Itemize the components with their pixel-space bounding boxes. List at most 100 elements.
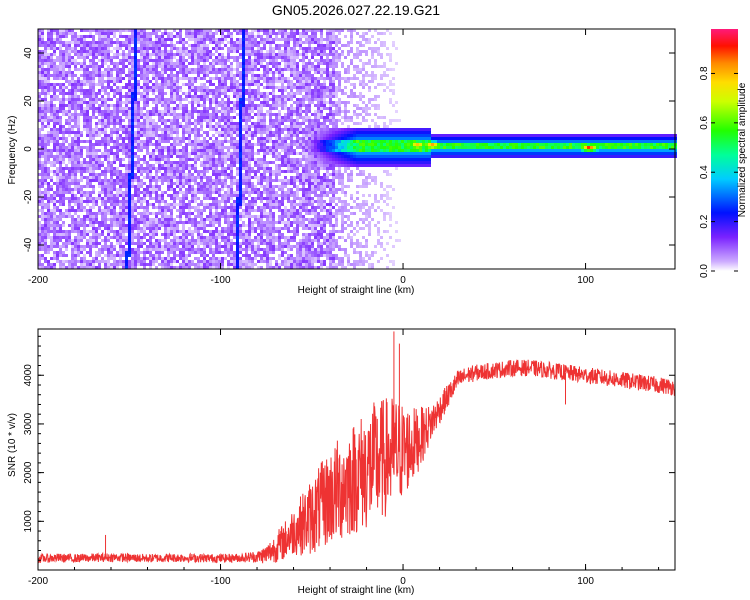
spectrogram-cell bbox=[155, 266, 158, 269]
spectrogram-cell bbox=[176, 221, 179, 224]
spectrogram-cell bbox=[161, 233, 164, 236]
spectrogram-cell bbox=[239, 170, 242, 173]
spectrogram-cell bbox=[47, 53, 50, 56]
spectrogram-cell bbox=[134, 68, 137, 71]
spectrogram-cell bbox=[134, 203, 137, 206]
spectrogram-cell bbox=[242, 59, 245, 62]
spectrogram-cell bbox=[257, 149, 260, 152]
spectrogram-cell bbox=[89, 104, 92, 107]
spectrogram-cell bbox=[257, 47, 260, 50]
spectrogram-cell bbox=[80, 173, 83, 176]
spectrogram-cell bbox=[122, 212, 125, 215]
spectrogram-cell bbox=[164, 263, 167, 266]
spectrogram-cell bbox=[146, 104, 149, 107]
spectrogram-cell bbox=[248, 182, 251, 185]
spectrogram-cell bbox=[245, 188, 248, 191]
spectrogram-cell bbox=[131, 164, 134, 167]
spectrogram-cell bbox=[104, 101, 107, 104]
spectrogram-cell bbox=[44, 239, 47, 242]
spectrogram-cell bbox=[221, 206, 224, 209]
spectrogram-cell bbox=[236, 71, 239, 74]
spectrogram-cell bbox=[44, 59, 47, 62]
spectrogram-cell bbox=[197, 230, 200, 233]
spectrogram-cell bbox=[206, 152, 209, 155]
spectrogram-cell bbox=[80, 248, 83, 251]
spectrogram-cell bbox=[137, 224, 140, 227]
spectrogram-cell bbox=[44, 248, 47, 251]
spectrogram-cell bbox=[200, 59, 203, 62]
spectrogram-cell bbox=[86, 140, 89, 143]
spectrogram-cell bbox=[233, 122, 236, 125]
spectrogram-cell bbox=[251, 134, 254, 137]
spectrogram-cell bbox=[59, 254, 62, 257]
spectrogram-cell bbox=[179, 197, 182, 200]
spectrogram-cell bbox=[65, 71, 68, 74]
spectrogram-cell bbox=[131, 98, 134, 101]
spectrogram-cell bbox=[194, 230, 197, 233]
spectrogram-cell bbox=[140, 38, 143, 41]
spectrogram-cell bbox=[59, 191, 62, 194]
spectrogram-cell bbox=[215, 218, 218, 221]
spectrogram-cell bbox=[212, 173, 215, 176]
spectrogram-cell bbox=[224, 257, 227, 260]
spectrogram-cell bbox=[200, 260, 203, 263]
spectrogram-cell bbox=[62, 149, 65, 152]
spectrogram-cell bbox=[152, 263, 155, 266]
spectrogram-cell bbox=[263, 68, 266, 71]
spectrogram-cell bbox=[44, 218, 47, 221]
spectrogram-cell bbox=[140, 191, 143, 194]
spectrogram-cell bbox=[77, 50, 80, 53]
spectrogram-cell bbox=[62, 125, 65, 128]
spectrogram-cell bbox=[101, 113, 104, 116]
spectrogram-cell bbox=[263, 74, 266, 77]
spectrogram-cell bbox=[92, 245, 95, 248]
spectrogram-cell bbox=[218, 86, 221, 89]
spectrogram-cell bbox=[224, 128, 227, 131]
spectrogram-cell bbox=[71, 119, 74, 122]
spectrogram-cell bbox=[263, 164, 266, 167]
spectrogram-cell bbox=[218, 104, 221, 107]
spectrogram-cell bbox=[155, 251, 158, 254]
spectrogram-cell bbox=[215, 161, 218, 164]
spectrogram-cell bbox=[98, 122, 101, 125]
spectrogram-cell bbox=[50, 53, 53, 56]
spectrogram-cell bbox=[44, 80, 47, 83]
spectrogram-cell bbox=[41, 56, 44, 59]
spectrogram-cell bbox=[263, 155, 266, 158]
spectrogram-cell bbox=[203, 143, 206, 146]
spectrogram-cell bbox=[176, 71, 179, 74]
spectrogram-cell bbox=[146, 137, 149, 140]
spectrogram-cell bbox=[68, 233, 71, 236]
spectrogram-cell bbox=[47, 167, 50, 170]
spectrogram-cell bbox=[68, 62, 71, 65]
spectrogram-cell bbox=[158, 56, 161, 59]
spectrogram-cell bbox=[179, 164, 182, 167]
spectrogram-cell bbox=[221, 131, 224, 134]
spectrogram-cell bbox=[140, 32, 143, 35]
spectrogram-cell bbox=[83, 194, 86, 197]
spectrogram-cell bbox=[233, 251, 236, 254]
spectrogram-cell bbox=[62, 92, 65, 95]
spectrogram-cell bbox=[248, 143, 251, 146]
spectrogram-cell bbox=[221, 134, 224, 137]
spectrogram-cell bbox=[104, 218, 107, 221]
spectrogram-cell bbox=[257, 164, 260, 167]
spectrogram-cell bbox=[152, 212, 155, 215]
spectrogram-cell bbox=[68, 116, 71, 119]
spectrogram-cell bbox=[128, 83, 131, 86]
spectrogram-cell bbox=[239, 125, 242, 128]
spectrogram-cell bbox=[44, 212, 47, 215]
spectrogram-cell bbox=[257, 224, 260, 227]
spectrogram-cell bbox=[152, 248, 155, 251]
spectrogram-cell bbox=[59, 35, 62, 38]
spectrogram-cell bbox=[251, 41, 254, 44]
spectrogram-cell bbox=[38, 68, 41, 71]
spectrogram-cell bbox=[188, 38, 191, 41]
spectrogram-cell bbox=[152, 110, 155, 113]
spectrogram-cell bbox=[50, 218, 53, 221]
spectrogram-cell bbox=[188, 68, 191, 71]
spectrogram-cell bbox=[62, 56, 65, 59]
spectrogram-cell bbox=[59, 74, 62, 77]
spectrogram-cell bbox=[149, 56, 152, 59]
spectrogram-cell bbox=[89, 131, 92, 134]
